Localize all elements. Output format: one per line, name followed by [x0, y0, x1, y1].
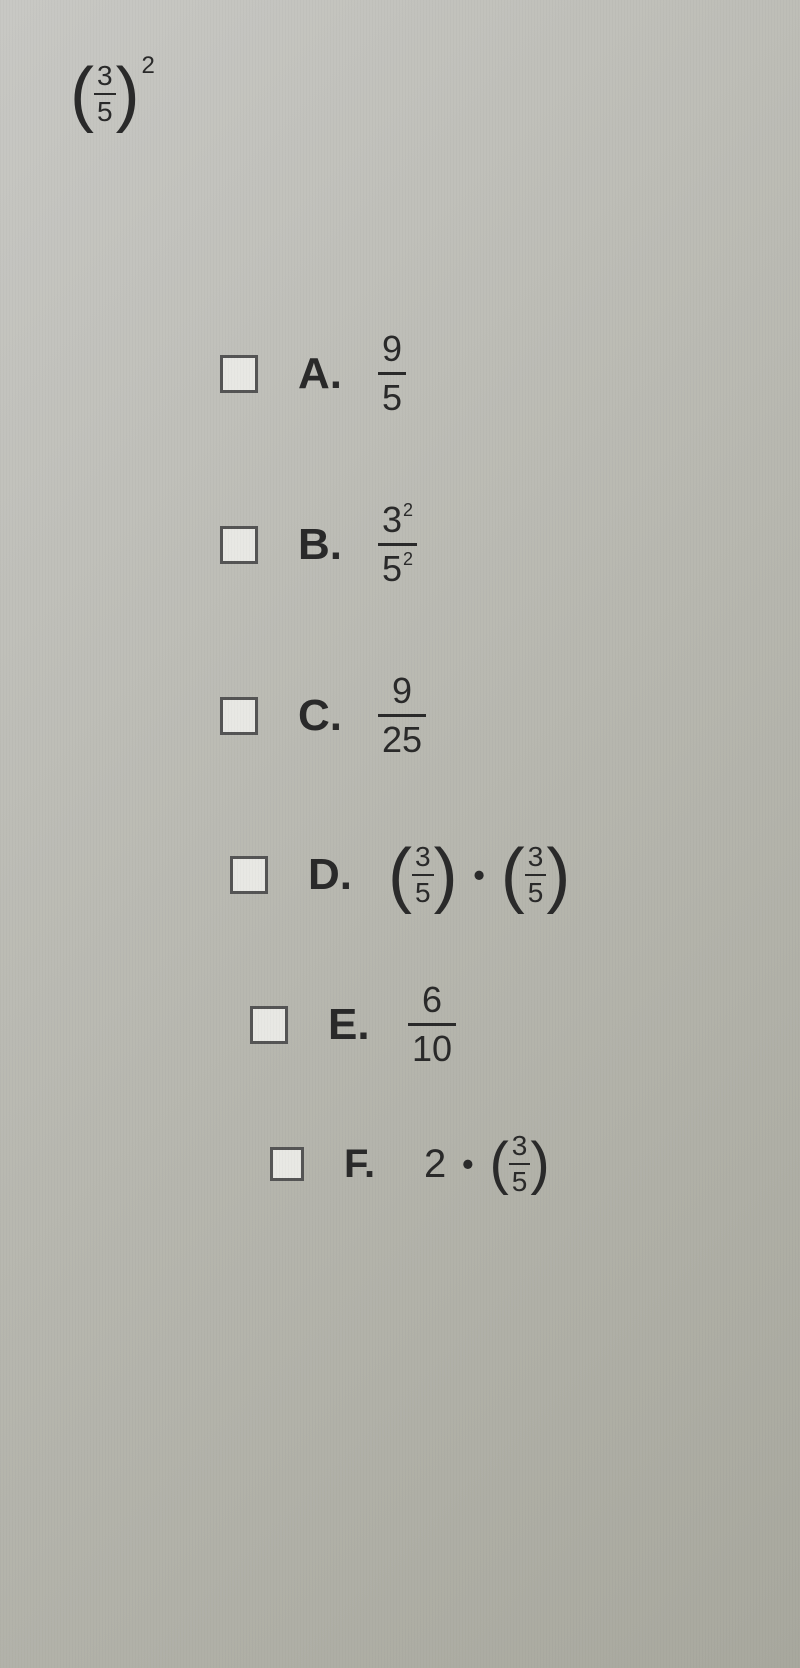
option-e-denominator: 10: [408, 1023, 456, 1070]
option-a-checkbox[interactable]: [220, 355, 258, 393]
option-c-checkbox[interactable]: [220, 697, 258, 735]
option-e-checkbox[interactable]: [250, 1006, 288, 1044]
option-f-paren: ( 3 5 ): [489, 1130, 549, 1198]
options-container: A. 9 5 B. 32 52 C. 9: [220, 328, 760, 1198]
option-b-denominator: 52: [378, 543, 417, 590]
dot-operator-d: •: [474, 857, 485, 894]
question-fraction: 3 5: [94, 60, 116, 128]
question-expression: ( 3 5 ) 2: [70, 60, 760, 128]
option-a-expression: 9 5: [378, 328, 406, 419]
option-c-fraction: 9 25: [378, 670, 426, 761]
option-d-checkbox[interactable]: [230, 856, 268, 894]
question-paren-group: ( 3 5 ) 2: [70, 60, 760, 128]
right-paren-d2: ): [546, 843, 570, 908]
option-e-expression: 6 10: [408, 979, 456, 1070]
option-f-expression: 2 • ( 3 5 ): [424, 1130, 550, 1198]
option-c-denominator: 25: [378, 714, 426, 761]
option-a-row: A. 9 5: [220, 328, 760, 419]
option-e-row: E. 6 10: [250, 979, 760, 1070]
option-b-label: B.: [298, 520, 348, 570]
option-c-label: C.: [298, 691, 348, 741]
option-f-row: F. 2 • ( 3 5 ): [270, 1130, 760, 1198]
option-b-checkbox[interactable]: [220, 526, 258, 564]
option-d-paren2: ( 3 5 ): [501, 841, 571, 909]
left-paren-d2: (: [501, 843, 525, 908]
left-paren-d1: (: [388, 843, 412, 908]
option-e-fraction: 6 10: [408, 979, 456, 1070]
option-d-fraction1: 3 5: [412, 841, 434, 909]
question-exponent: 2: [142, 52, 155, 80]
option-b-row: B. 32 52: [220, 499, 760, 590]
option-e-numerator: 6: [418, 979, 446, 1023]
left-paren-f: (: [489, 1138, 508, 1190]
question-numerator: 3: [94, 60, 116, 93]
option-d-label: D.: [308, 850, 358, 900]
question-denominator: 5: [94, 93, 116, 128]
option-f-label: F.: [344, 1142, 394, 1187]
option-f-scalar: 2: [424, 1142, 446, 1187]
option-a-label: A.: [298, 349, 348, 399]
option-c-row: C. 9 25: [220, 670, 760, 761]
right-paren: ): [116, 62, 140, 127]
option-c-numerator: 9: [388, 670, 416, 714]
option-c-expression: 9 25: [378, 670, 426, 761]
option-b-numerator: 32: [378, 499, 417, 543]
right-paren-f: ): [530, 1138, 549, 1190]
option-a-denominator: 5: [378, 372, 406, 419]
option-f-checkbox[interactable]: [270, 1147, 304, 1181]
option-f-fraction: 3 5: [509, 1130, 531, 1198]
option-d-fraction2: 3 5: [525, 841, 547, 909]
option-d-paren1: ( 3 5 ): [388, 841, 458, 909]
option-a-numerator: 9: [378, 328, 406, 372]
option-a-fraction: 9 5: [378, 328, 406, 419]
option-d-row: D. ( 3 5 ) • ( 3 5 ): [230, 841, 760, 909]
option-d-expression: ( 3 5 ) • ( 3 5 ): [388, 841, 570, 909]
option-b-expression: 32 52: [378, 499, 417, 590]
dot-operator-f: •: [462, 1146, 473, 1183]
option-e-label: E.: [328, 1000, 378, 1050]
option-b-fraction: 32 52: [378, 499, 417, 590]
left-paren: (: [70, 62, 94, 127]
right-paren-d1: ): [434, 843, 458, 908]
